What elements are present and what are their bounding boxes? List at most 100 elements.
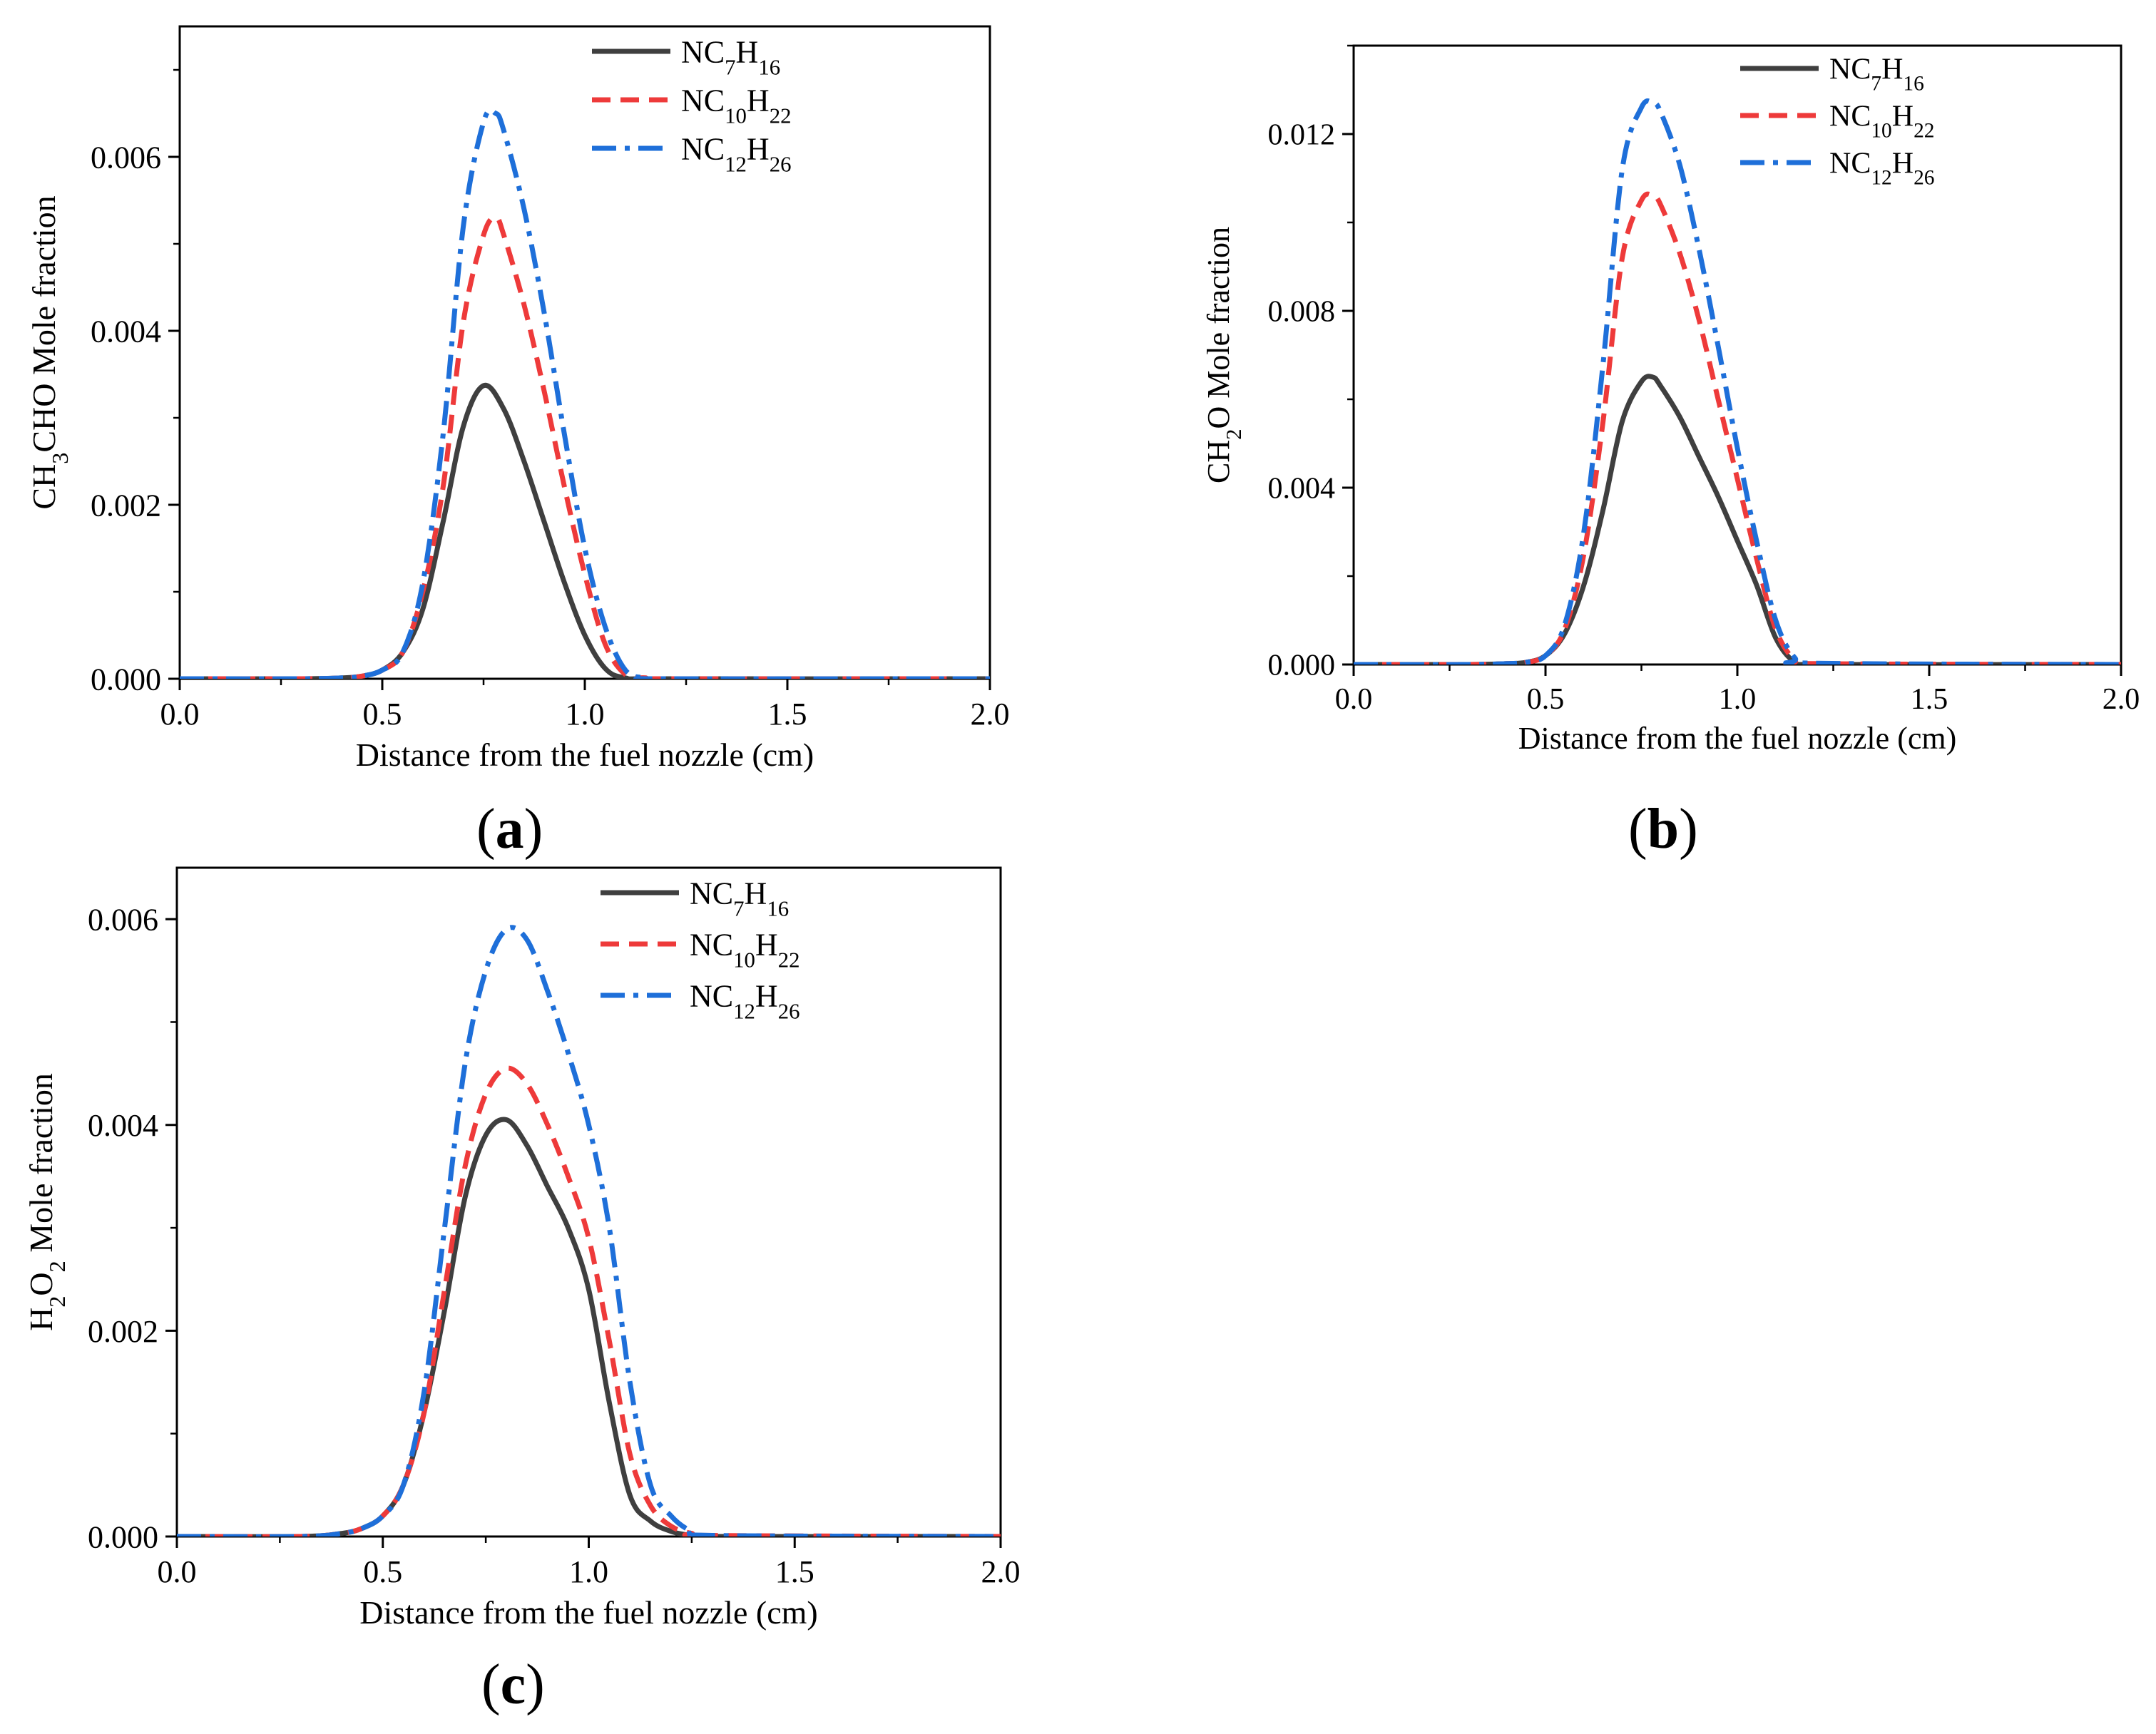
y-label-text: H bbox=[23, 1308, 59, 1331]
legend-subscript: 10 bbox=[733, 948, 755, 972]
series-line-NC12H26 bbox=[180, 108, 990, 679]
y-tick-label: 0.004 bbox=[88, 1108, 158, 1143]
x-axis-label: Distance from the fuel nozzle (cm) bbox=[356, 737, 814, 773]
y-tick-label: 0.004 bbox=[1268, 473, 1336, 506]
legend-subscript: 12 bbox=[733, 999, 755, 1023]
y-tick-label: 0.006 bbox=[91, 140, 161, 175]
x-tick-label: 1.0 bbox=[569, 1554, 608, 1589]
legend-subscript: 22 bbox=[770, 103, 792, 128]
panel-label-close: ) bbox=[1679, 798, 1698, 861]
y-tick-label: 0.000 bbox=[88, 1519, 158, 1554]
series-line-NC12H26 bbox=[1354, 98, 2121, 665]
y-tick-label: 0.008 bbox=[1268, 296, 1336, 329]
chart-c: 0.0 0.5 1.0 1.5 2.0 0.000 0.002 0.004 0.006 Dista… bbox=[23, 866, 1021, 1631]
legend-label-NC12H26: NC12H26 bbox=[690, 978, 800, 1023]
series-line-NC12H26 bbox=[177, 925, 1001, 1537]
legend-label-NC10H22: NC10H22 bbox=[690, 927, 800, 972]
series-line-NC7H16 bbox=[177, 1117, 1001, 1537]
y-label-subscript: 3 bbox=[47, 453, 73, 464]
y-tick-label: 0.006 bbox=[88, 903, 158, 938]
legend-text: NC bbox=[1829, 148, 1871, 180]
legend-label-NC10H22: NC10H22 bbox=[1829, 101, 1934, 143]
legend-subscript: 26 bbox=[1914, 167, 1934, 190]
series-line-NC10H22 bbox=[180, 215, 990, 679]
legend-subscript: 22 bbox=[778, 948, 800, 972]
x-tick-label: 1.5 bbox=[1911, 683, 1948, 716]
legend-text: H bbox=[1892, 148, 1914, 180]
y-label-subscript: 2 bbox=[44, 1261, 70, 1272]
legend-subscript: 10 bbox=[1871, 120, 1891, 143]
x-tick-label: 0.0 bbox=[160, 697, 200, 732]
legend-text: H bbox=[747, 131, 770, 166]
y-label-text: CHO Mole fraction bbox=[26, 195, 62, 452]
chart-b: 0.0 0.5 1.0 1.5 2.0 0.000 0.004 0.008 0.012 Dista… bbox=[1201, 44, 2140, 756]
panel-label-letter: c bbox=[500, 1653, 526, 1716]
legend-label-NC12H26: NC12H26 bbox=[1829, 148, 1934, 190]
legend-subscript: 16 bbox=[1903, 73, 1923, 96]
y-label-subscript: 2 bbox=[1222, 429, 1246, 439]
y-tick-label: 0.004 bbox=[91, 314, 161, 349]
x-tick-label: 2.0 bbox=[981, 1554, 1021, 1589]
legend-subscript: 26 bbox=[778, 999, 800, 1023]
legend-subscript: 10 bbox=[725, 103, 747, 128]
panel-label-b: (b) bbox=[1628, 797, 1698, 862]
x-axis-label: Distance from the fuel nozzle (cm) bbox=[1518, 721, 1957, 756]
x-tick-label: 1.5 bbox=[775, 1554, 814, 1589]
legend-label-NC12H26: NC12H26 bbox=[681, 131, 792, 176]
panel-label-open: ( bbox=[476, 798, 496, 861]
x-tick-label: 2.0 bbox=[971, 697, 1010, 732]
legend-text: NC bbox=[690, 876, 733, 910]
legend-subscript: 7 bbox=[1871, 73, 1881, 96]
legend-text: H bbox=[1881, 53, 1903, 86]
x-tick-label: 1.0 bbox=[566, 697, 605, 732]
y-axis-label: H2O2 Mole fraction bbox=[23, 1073, 70, 1331]
y-axis-label: CH2O Mole fraction bbox=[1201, 227, 1246, 483]
y-tick-label: 0.000 bbox=[1268, 650, 1336, 682]
legend-text: H bbox=[736, 34, 759, 69]
y-tick-label: 0.002 bbox=[88, 1314, 158, 1349]
plot-frame bbox=[175, 866, 1002, 1538]
legend-label-NC10H22: NC10H22 bbox=[681, 83, 792, 128]
y-label-subscript: 2 bbox=[44, 1296, 70, 1308]
legend-label-NC7H16: NC7H16 bbox=[690, 876, 789, 920]
chart-a: 0.0 0.5 1.0 1.5 2.0 0.000 0.002 0.004 0.006 Dista… bbox=[26, 25, 1010, 773]
legend-label-NC7H16: NC7H16 bbox=[681, 34, 780, 79]
y-label-text: O bbox=[23, 1272, 59, 1296]
x-tick-label: 1.5 bbox=[768, 697, 807, 732]
panel-label-c: (c) bbox=[481, 1653, 545, 1718]
panel-label-close: ) bbox=[526, 1653, 545, 1716]
legend-text: H bbox=[755, 978, 778, 1013]
x-tick-label: 0.5 bbox=[363, 1554, 402, 1589]
series-line-NC10H22 bbox=[177, 1065, 1001, 1537]
legend-subscript: 7 bbox=[725, 55, 735, 79]
panel-label-a: (a) bbox=[476, 797, 543, 862]
y-axis-label: CH3CHO Mole fraction bbox=[26, 195, 73, 509]
legend-text: H bbox=[1892, 101, 1914, 133]
series-line-NC10H22 bbox=[1354, 191, 2121, 665]
series-line-NC7H16 bbox=[1354, 374, 2121, 665]
legend-text: NC bbox=[681, 83, 725, 118]
y-tick-label: 0.000 bbox=[91, 662, 161, 697]
legend-subscript: 7 bbox=[733, 896, 744, 920]
legend-text: NC bbox=[681, 131, 725, 166]
x-tick-label: 0.5 bbox=[363, 697, 402, 732]
legend-label-NC7H16: NC7H16 bbox=[1829, 53, 1924, 96]
y-tick-label: 0.002 bbox=[91, 488, 161, 523]
panel-label-letter: a bbox=[495, 798, 524, 861]
y-label-text: CH bbox=[26, 464, 62, 510]
legend-text: NC bbox=[1829, 53, 1871, 86]
legend-subscript: 16 bbox=[758, 55, 780, 79]
y-label-text: CH bbox=[1201, 440, 1236, 483]
legend-subscript: 12 bbox=[1871, 167, 1891, 190]
x-tick-label: 2.0 bbox=[2103, 683, 2140, 716]
legend-subscript: 16 bbox=[767, 896, 789, 920]
legend-text: NC bbox=[690, 978, 733, 1013]
legend-subscript: 12 bbox=[725, 152, 747, 176]
legend-text: NC bbox=[681, 34, 725, 69]
x-tick-label: 0.0 bbox=[1335, 683, 1373, 716]
panel-label-close: ) bbox=[523, 798, 543, 861]
y-tick-label: 0.012 bbox=[1268, 119, 1336, 152]
